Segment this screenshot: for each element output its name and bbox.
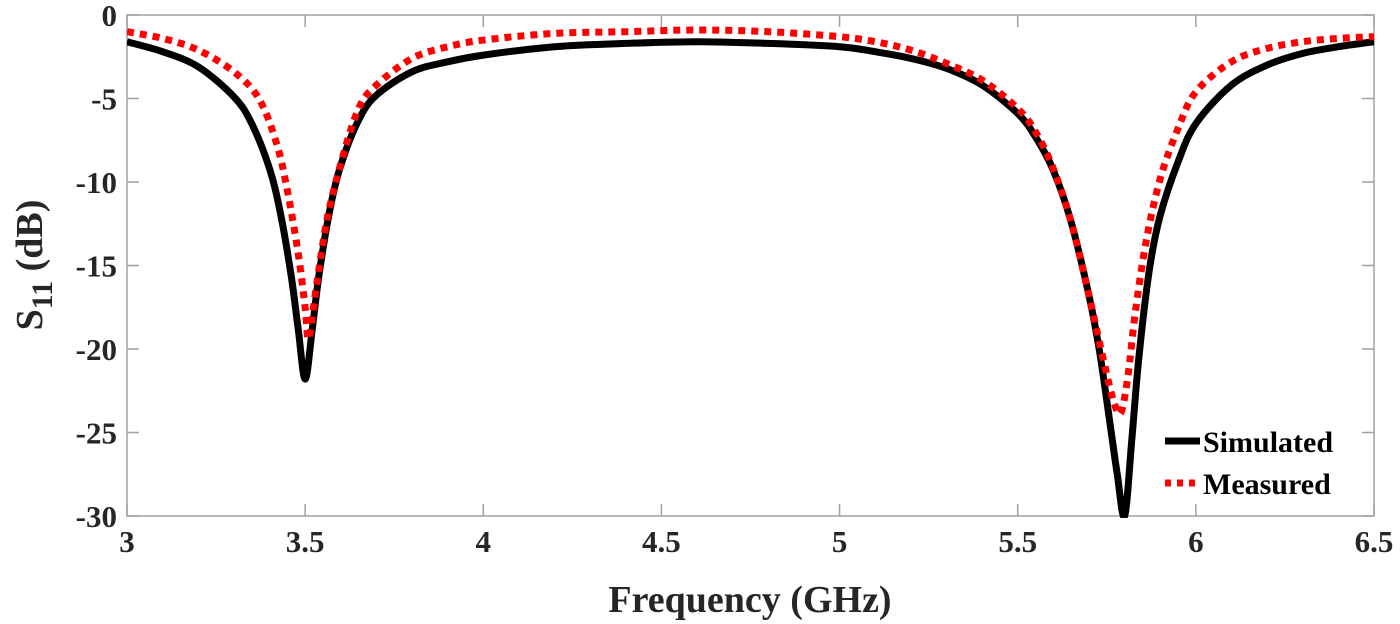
y-tick-label: -25 [76,416,117,451]
measured-curve [127,26,1374,418]
y-axis-label-main: S [9,309,51,330]
y-axis-ticks: 0 -5 -10 -15 -20 -25 -30 [76,0,1374,534]
legend: Simulated Measured [1165,426,1333,501]
y-tick-label: -5 [91,82,117,117]
series-layer [127,26,1374,518]
simulated-curve [127,38,1374,518]
x-tick-label: 6.5 [1355,524,1394,559]
x-tick-label: 5.5 [998,524,1037,559]
x-tick-label: 4 [476,524,492,559]
x-tick-label: 3.5 [286,524,325,559]
x-tick-label: 3 [119,524,135,559]
y-axis-label-unit: (dB) [9,200,51,281]
x-axis-ticks: 3 3.5 4 4.5 5 5.5 6 6.5 [119,15,1393,559]
y-tick-label: -30 [76,499,117,534]
x-axis-label: Frequency (GHz) [608,579,891,621]
y-axis-label: S11 (dB) [9,200,59,331]
x-tick-label: 5 [832,524,848,559]
legend-simulated-label: Simulated [1203,426,1333,459]
x-tick-label: 4.5 [642,524,681,559]
legend-measured-label: Measured [1203,468,1331,501]
y-tick-label: 0 [102,0,118,33]
y-tick-label: -10 [76,165,117,200]
y-axis-label-subscript: 11 [26,281,59,309]
y-tick-label: -15 [76,249,117,284]
x-tick-label: 6 [1188,524,1204,559]
y-tick-label: -20 [76,332,117,367]
